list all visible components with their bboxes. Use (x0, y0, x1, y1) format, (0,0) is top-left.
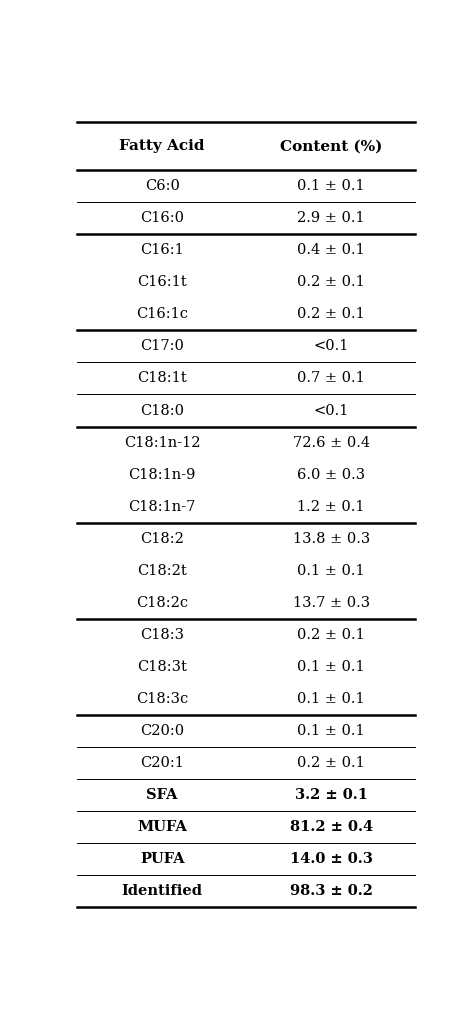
Text: PUFA: PUFA (140, 852, 184, 866)
Text: 6.0 ± 0.3: 6.0 ± 0.3 (297, 468, 365, 482)
Text: 0.1 ± 0.1: 0.1 ± 0.1 (297, 179, 365, 194)
Text: 0.2 ± 0.1: 0.2 ± 0.1 (297, 756, 365, 769)
Text: Content (%): Content (%) (280, 140, 382, 153)
Text: C18:3t: C18:3t (137, 659, 187, 674)
Text: 72.6 ± 0.4: 72.6 ± 0.4 (293, 435, 370, 449)
Text: C20:0: C20:0 (140, 723, 184, 738)
Text: C6:0: C6:0 (145, 179, 180, 194)
Text: <0.1: <0.1 (314, 404, 349, 418)
Text: C18:1n-12: C18:1n-12 (124, 435, 200, 449)
Text: MUFA: MUFA (137, 820, 187, 834)
Text: 3.2 ± 0.1: 3.2 ± 0.1 (295, 788, 368, 802)
Text: 14.0 ± 0.3: 14.0 ± 0.3 (290, 852, 373, 866)
Text: 13.8 ± 0.3: 13.8 ± 0.3 (293, 532, 370, 545)
Text: 0.1 ± 0.1: 0.1 ± 0.1 (297, 564, 365, 578)
Text: C16:1t: C16:1t (137, 275, 187, 289)
Text: 0.1 ± 0.1: 0.1 ± 0.1 (297, 723, 365, 738)
Text: 0.7 ± 0.1: 0.7 ± 0.1 (297, 372, 365, 385)
Text: C16:1c: C16:1c (136, 308, 188, 321)
Text: C16:1: C16:1 (140, 244, 184, 258)
Text: Identified: Identified (122, 883, 203, 898)
Text: C18:2: C18:2 (140, 532, 184, 545)
Text: C16:0: C16:0 (140, 211, 184, 225)
Text: 0.2 ± 0.1: 0.2 ± 0.1 (297, 275, 365, 289)
Text: C20:1: C20:1 (140, 756, 184, 769)
Text: 81.2 ± 0.4: 81.2 ± 0.4 (290, 820, 373, 834)
Text: 0.4 ± 0.1: 0.4 ± 0.1 (297, 244, 365, 258)
Text: C18:1t: C18:1t (137, 372, 187, 385)
Text: <0.1: <0.1 (314, 339, 349, 354)
Text: 13.7 ± 0.3: 13.7 ± 0.3 (293, 596, 370, 609)
Text: C18:3: C18:3 (140, 628, 184, 642)
Text: 98.3 ± 0.2: 98.3 ± 0.2 (290, 883, 373, 898)
Text: C18:2t: C18:2t (137, 564, 187, 578)
Text: C18:0: C18:0 (140, 404, 184, 418)
Text: 0.2 ± 0.1: 0.2 ± 0.1 (297, 628, 365, 642)
Text: C17:0: C17:0 (140, 339, 184, 354)
Text: C18:3c: C18:3c (136, 692, 189, 706)
Text: C18:1n-9: C18:1n-9 (129, 468, 196, 482)
Text: 2.9 ± 0.1: 2.9 ± 0.1 (297, 211, 365, 225)
Text: 1.2 ± 0.1: 1.2 ± 0.1 (297, 499, 365, 514)
Text: Fatty Acid: Fatty Acid (120, 140, 205, 153)
Text: 0.1 ± 0.1: 0.1 ± 0.1 (297, 659, 365, 674)
Text: C18:2c: C18:2c (136, 596, 188, 609)
Text: SFA: SFA (146, 788, 178, 802)
Text: C18:1n-7: C18:1n-7 (129, 499, 196, 514)
Text: 0.1 ± 0.1: 0.1 ± 0.1 (297, 692, 365, 706)
Text: 0.2 ± 0.1: 0.2 ± 0.1 (297, 308, 365, 321)
